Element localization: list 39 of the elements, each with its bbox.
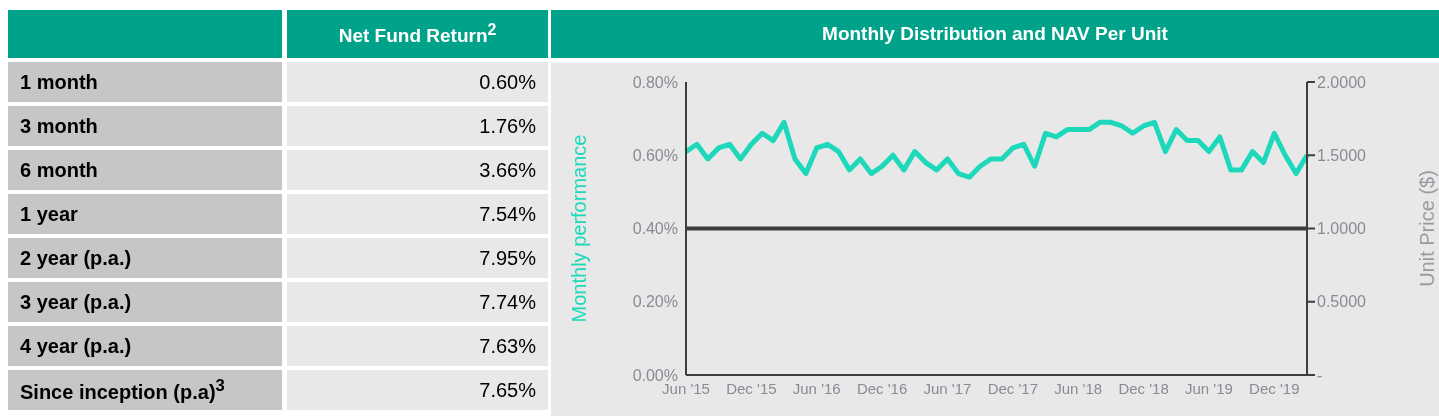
y-tick-label: 0.00% [632, 366, 678, 384]
x-tick-label: Dec '19 [1249, 379, 1300, 397]
y2-tick-label: 1.0000 [1317, 220, 1367, 238]
text: Net Fund Return$^{2}$ [338, 20, 497, 48]
text: 7.63% [479, 334, 536, 357]
text: 7.74% [479, 290, 536, 313]
x-tick-label: Jun '17 [923, 379, 972, 397]
y-tick-label: 0.80% [632, 73, 678, 91]
text: 7.65% [479, 378, 536, 401]
y-axis-title: Monthly performance [568, 134, 591, 323]
x-tick-label: Jun '18 [1054, 379, 1103, 397]
y2-tick-label: - [1317, 366, 1323, 384]
text: 7.95% [479, 246, 536, 269]
y2-axis-title: Unit Price ($) [1416, 170, 1439, 287]
text: 1.76% [479, 114, 536, 137]
x-tick-label: Dec '17 [987, 379, 1039, 397]
y-tick-label: 0.20% [632, 293, 678, 311]
y-tick-label: 0.60% [632, 146, 678, 164]
y-tick-label: 0.40% [632, 220, 678, 238]
chart-title: Monthly Distribution and NAV Per Unit [822, 23, 1168, 45]
x-tick-label: Jun '16 [792, 379, 841, 397]
category-label: 3 month [20, 114, 98, 138]
x-tick-label: Dec '16 [856, 379, 908, 397]
category-label: 1 month [20, 70, 98, 94]
y2-tick-label: 2.0000 [1317, 73, 1367, 91]
x-tick-label: Jun '19 [1184, 379, 1233, 397]
category-label: 3 year (p.a.) [20, 290, 132, 314]
y2-tick-label: 0.5000 [1317, 293, 1367, 311]
x-tick-label: Dec '18 [1118, 379, 1169, 397]
category-label: Since inception (p.a)$^{3}$ [20, 376, 225, 404]
text: 0.60% [479, 70, 536, 93]
category-label: 2 year (p.a.) [20, 246, 132, 270]
y2-tick-label: 1.5000 [1317, 146, 1367, 164]
x-tick-label: Dec '15 [726, 379, 777, 397]
text: 7.54% [479, 202, 536, 225]
category-label: 6 month [20, 158, 98, 182]
text: 3.66% [479, 158, 536, 181]
category-label: 4 year (p.a.) [20, 334, 132, 358]
category-label: 1 year [20, 202, 78, 226]
